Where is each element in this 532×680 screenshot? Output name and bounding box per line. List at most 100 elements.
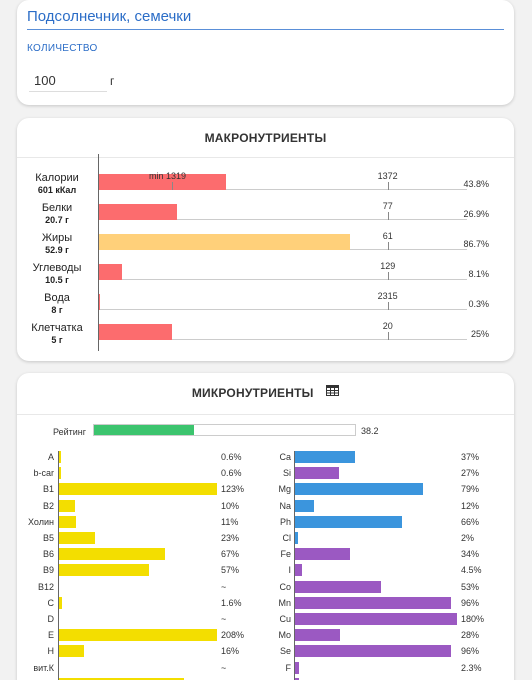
micronutrient-name: Mg	[278, 484, 291, 495]
micronutrient-name: Холин	[28, 516, 54, 527]
micronutrient-name: вит.К	[33, 662, 54, 673]
quantity-input[interactable]	[29, 70, 107, 92]
micronutrient-percent: 4.5%	[461, 565, 482, 576]
minerals-axis	[294, 451, 295, 680]
micronutrient-bar	[295, 499, 315, 512]
micronutrient-name: Se	[279, 646, 291, 657]
macro-amount: 8 г	[51, 305, 63, 315]
macro-name: Углеводы	[32, 262, 82, 274]
micronutrient-percent: 34%	[461, 549, 480, 560]
micronutrient-name: Cu	[279, 614, 291, 624]
macro-min-tick	[172, 182, 173, 190]
micronutrient-row: E 208%	[17, 629, 257, 642]
micronutrient-row: C 1.6%	[17, 596, 257, 610]
micronutrient-percent: 2%	[461, 533, 475, 543]
macro-percent: 43.8%	[463, 179, 489, 189]
micronutrient-row: Ph 66%	[271, 515, 511, 529]
quantity-label: КОЛИЧЕСТВО	[27, 43, 98, 54]
micronutrient-percent: 79%	[461, 484, 480, 495]
macro-track	[99, 279, 467, 280]
macro-amount: 10.5 г	[45, 275, 69, 285]
micronutrient-bar	[295, 629, 341, 642]
macro-track	[99, 309, 467, 310]
macro-norm-tick	[388, 182, 389, 190]
micronutrient-row: Холин 11%	[17, 515, 257, 529]
micronutrient-row: B1 123%	[17, 483, 257, 496]
micronutrient-row: Cr 2.6%	[271, 677, 511, 680]
micronutrient-percent: 1.6%	[221, 597, 242, 608]
micronutrient-row: Ca 37%	[271, 451, 511, 464]
micronutrient-bar	[59, 515, 77, 528]
micronutrient-bar	[59, 548, 165, 561]
micronutrient-percent: 79%	[221, 679, 239, 680]
macro-track	[99, 189, 467, 190]
macro-amount: 20.7 г	[45, 215, 69, 225]
macro-norm-value: 2315	[377, 291, 398, 301]
macro-row: Жиры 52.9 г 61 86.7%	[17, 230, 514, 258]
macro-row: Вода 8 г 2315 0.3%	[17, 290, 514, 318]
food-name-input[interactable]	[27, 8, 504, 30]
micronutrient-row: Fe 34%	[271, 548, 511, 561]
macronutrients-card: МАКРОНУТРИЕНТЫ Калории 601 кКал 1372 43.8% m…	[17, 118, 514, 361]
macro-percent: 0.3%	[468, 299, 489, 309]
micronutrient-percent: 180%	[461, 614, 485, 624]
micronutrient-bar	[59, 629, 217, 642]
micronutrient-name: Ph	[279, 516, 291, 527]
macro-norm-value: 1372	[377, 171, 398, 181]
micronutrient-row: D ~	[17, 613, 257, 626]
micronutrient-name: PP	[17, 679, 54, 680]
micronutrient-row: Se 96%	[271, 645, 511, 658]
micronutrient-name: Co	[279, 581, 291, 592]
micronutrient-bar	[295, 483, 423, 496]
rating-label: Рейтинг	[53, 427, 87, 437]
macro-norm-tick	[388, 242, 389, 250]
macro-amount: 5 г	[51, 335, 63, 345]
macro-bar	[99, 234, 351, 250]
micronutrient-percent: 27%	[461, 468, 480, 479]
micronutrient-bar	[59, 451, 61, 463]
food-card: КОЛИЧЕСТВО г	[17, 0, 514, 105]
micronutrient-bar	[295, 677, 300, 680]
micronutrient-name: Cl	[282, 533, 292, 543]
micronutrient-row: PP 79%	[17, 677, 257, 680]
micronutrient-percent: ~	[221, 581, 227, 592]
macro-track	[99, 219, 467, 220]
micronutrient-percent: 10%	[221, 500, 240, 511]
macro-norm-tick	[388, 212, 389, 220]
macronutrients-header: МАКРОНУТРИЕНТЫ	[17, 118, 514, 158]
micronutrients-header: МИКРОНУТРИЕНТЫ	[17, 373, 514, 415]
micronutrient-bar	[295, 548, 351, 561]
micronutrient-bar	[295, 515, 402, 528]
micronutrient-percent: 96%	[461, 597, 480, 608]
micronutrient-name: Si	[282, 468, 291, 479]
macro-norm-value: 77	[382, 201, 393, 211]
micronutrient-bar	[295, 467, 339, 480]
micronutrient-bar	[295, 532, 299, 544]
micronutrient-row: Cu 180%	[271, 613, 511, 626]
micronutrient-percent: 67%	[221, 549, 240, 560]
micronutrient-percent: 96%	[461, 646, 480, 657]
macro-row: Клетчатка 5 г 20 25%	[17, 320, 514, 348]
micronutrient-name: E	[47, 630, 54, 641]
macro-name: Жиры	[41, 232, 73, 244]
micronutrient-percent: 0.6%	[221, 452, 242, 462]
micronutrient-row: B5 23%	[17, 532, 257, 545]
macro-norm-value: 61	[382, 231, 393, 241]
micronutrients-card: МИКРОНУТРИЕНТЫ Рейтинг 38.2 A 0.6% b-car 0.…	[17, 373, 514, 680]
macro-bar	[99, 204, 177, 220]
macro-norm-tick	[388, 332, 389, 340]
table-icon[interactable]	[326, 385, 340, 399]
micronutrient-row: B6 67%	[17, 548, 257, 561]
micronutrient-bar	[59, 499, 75, 512]
micronutrient-row: B12 ~	[17, 581, 257, 594]
micronutrient-percent: 28%	[461, 630, 480, 641]
quantity-unit: г	[110, 74, 115, 88]
micronutrients-title: МИКРОНУТРИЕНТЫ	[191, 386, 314, 400]
macro-bar	[99, 294, 100, 310]
micronutrient-row: вит.К ~	[17, 662, 257, 675]
macro-percent: 25%	[470, 329, 489, 339]
micronutrient-row: Cl 2%	[271, 532, 511, 545]
macro-amount: 601 кКал	[37, 185, 77, 195]
rating-bar	[93, 424, 356, 436]
micronutrient-percent: 0.6%	[221, 468, 242, 479]
